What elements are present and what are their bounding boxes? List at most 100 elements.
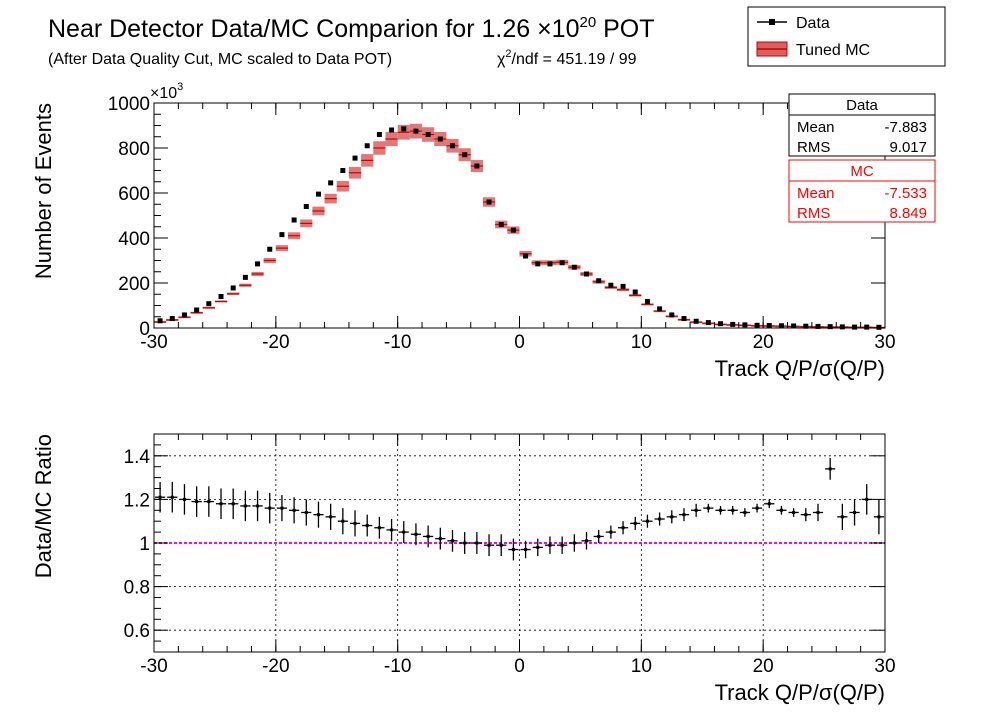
x-tick-label: 0 — [514, 332, 525, 353]
ratio-point — [511, 548, 515, 552]
stats-data-rms-label: RMS — [797, 139, 830, 156]
data-point — [206, 301, 212, 307]
bottom-x-axis-label: Track Q/P/σ(Q/P) — [715, 680, 885, 705]
ratio-point — [243, 504, 247, 508]
data-point — [169, 316, 175, 322]
data-point — [474, 163, 480, 169]
ratio-point — [816, 510, 820, 514]
ratio-point — [621, 526, 625, 530]
data-point — [315, 191, 321, 197]
stats-box-data: Data Mean -7.883 RMS 9.017 — [788, 93, 936, 157]
data-point — [632, 289, 638, 295]
ratio-point — [524, 548, 528, 552]
stats-box-mc: MC Mean -7.533 RMS 8.849 — [788, 159, 936, 223]
bottom-marks — [154, 457, 885, 561]
ratio-point — [304, 510, 308, 514]
data-point — [596, 278, 602, 284]
ratio-point — [182, 497, 186, 501]
x-tick-label: -20 — [262, 332, 289, 353]
data-point — [510, 227, 516, 233]
data-point — [730, 321, 736, 327]
top-marks — [154, 123, 885, 330]
x-tick-label: 30 — [874, 332, 895, 353]
ratio-point — [280, 506, 284, 510]
ratio-point — [585, 539, 589, 543]
data-point — [644, 298, 650, 304]
ratio-point — [536, 545, 540, 549]
x-tick-label: -30 — [140, 656, 167, 677]
ratio-point — [645, 519, 649, 523]
ratio-point — [292, 508, 296, 512]
ratio-point — [706, 506, 710, 510]
data-point — [157, 318, 163, 324]
ratio-point — [170, 495, 174, 499]
data-point — [181, 312, 187, 318]
ratio-point — [341, 519, 345, 523]
ratio-point — [475, 541, 479, 545]
ratio-point — [158, 495, 162, 499]
ratio-point — [853, 510, 857, 514]
y-tick-label: 1000 — [108, 94, 150, 115]
data-point — [657, 306, 663, 312]
data-point — [242, 274, 248, 280]
ratio-point — [268, 506, 272, 510]
x-tick-label: -20 — [262, 656, 289, 677]
data-point — [194, 307, 200, 313]
ratio-point — [390, 528, 394, 532]
top-panel: -30 -20 -10 0 10 20 30 0 200 400 600 800 1000 ×103 T… — [31, 81, 896, 381]
data-point — [571, 264, 577, 270]
y-tick-label: 0.6 — [124, 621, 150, 642]
data-point — [669, 312, 675, 318]
ratio-point — [316, 513, 320, 517]
x-tick-label: -10 — [384, 656, 411, 677]
data-point — [523, 253, 529, 259]
data-point — [815, 323, 821, 329]
data-point — [742, 322, 748, 328]
data-point — [778, 323, 784, 329]
stats-mc-mean-value: -7.533 — [884, 185, 927, 202]
data-point — [328, 180, 334, 186]
x-tick-label: 20 — [753, 332, 774, 353]
ratio-point — [719, 508, 723, 512]
data-point — [364, 143, 370, 149]
x-tick-label: 20 — [753, 656, 774, 677]
data-point — [754, 322, 760, 328]
data-point — [352, 155, 358, 161]
ratio-point — [743, 510, 747, 514]
data-point — [852, 324, 858, 330]
stats-mc-mean-label: Mean — [797, 185, 835, 202]
ratio-point — [487, 543, 491, 547]
y-tick-label: 1.4 — [124, 447, 151, 468]
data-point — [413, 128, 419, 134]
chart-subtitle: (After Data Quality Cut, MC scaled to Da… — [48, 51, 392, 68]
data-point — [681, 316, 687, 322]
ratio-point — [828, 467, 832, 471]
data-point — [839, 324, 845, 330]
ratio-point — [353, 521, 357, 525]
ratio-point — [755, 506, 759, 510]
chart-title: Near Detector Data/MC Comparion for 1.26… — [48, 14, 655, 43]
ratio-point — [402, 530, 406, 534]
data-point — [230, 285, 236, 291]
ratio-point — [463, 541, 467, 545]
ratio-point — [779, 508, 783, 512]
data-point — [535, 261, 541, 267]
legend-entry-data: Data — [757, 15, 830, 32]
ratio-point — [633, 521, 637, 525]
y-tick-label: 1 — [139, 534, 150, 555]
ratio-point — [450, 539, 454, 543]
ratio-point — [548, 543, 552, 547]
ratio-point — [877, 515, 881, 519]
stats-data-title: Data — [846, 97, 878, 114]
ratio-point — [256, 504, 260, 508]
stats-mc-frame — [788, 159, 936, 223]
data-point — [486, 199, 492, 205]
data-point — [876, 324, 882, 330]
stats-data-frame — [788, 93, 936, 157]
data-point — [340, 168, 346, 173]
data-point — [279, 232, 285, 238]
bottom-panel: -30 -20 -10 0 10 20 30 0.6 0.8 1 1.2 1.4 Track Q/P/… — [31, 433, 896, 705]
data-point — [803, 323, 809, 329]
data-point — [255, 261, 261, 267]
top-plot-frame — [153, 102, 886, 329]
